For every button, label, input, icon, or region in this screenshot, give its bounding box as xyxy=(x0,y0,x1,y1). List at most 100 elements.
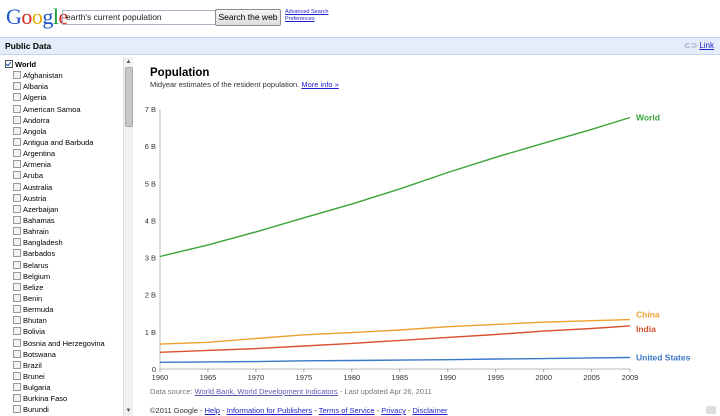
list-item-label: Burkina Faso xyxy=(23,394,68,404)
more-info-link[interactable]: More info » xyxy=(301,80,339,89)
checkbox[interactable] xyxy=(13,260,21,269)
checkbox[interactable] xyxy=(13,271,21,280)
list-item-label: Argentina xyxy=(23,149,56,159)
checkbox[interactable] xyxy=(13,204,21,213)
preferences-link[interactable]: Preferences xyxy=(285,16,315,22)
footer-link-help[interactable]: Help xyxy=(204,406,221,415)
checkbox[interactable] xyxy=(13,383,21,392)
list-item-country[interactable]: Bhutan xyxy=(5,315,105,326)
list-item-country[interactable]: Argentina xyxy=(5,148,105,159)
footer-copyright: ©2011 Google - xyxy=(150,406,203,415)
scroll-down-icon[interactable]: ▼ xyxy=(125,408,132,414)
google-logo[interactable]: Google xyxy=(6,4,68,30)
list-item-country[interactable]: Burundi xyxy=(5,404,105,415)
series-label[interactable]: India xyxy=(636,324,656,334)
checkbox[interactable] xyxy=(13,182,21,191)
logo-letter: o xyxy=(31,4,43,29)
checkbox[interactable] xyxy=(13,149,21,158)
footer-link-disclaimer[interactable]: Disclaimer xyxy=(412,406,448,415)
list-item-country[interactable]: Bangladesh xyxy=(5,237,105,248)
checkbox[interactable] xyxy=(13,282,21,291)
x-tick-label: 1995 xyxy=(487,373,504,382)
list-item-country[interactable]: American Samoa xyxy=(5,104,105,115)
list-item-country[interactable]: Bosnia and Herzegovina xyxy=(5,338,105,349)
link-control[interactable]: ⊂⊃ Link xyxy=(684,41,714,50)
list-item-country[interactable]: Andorra xyxy=(5,115,105,126)
list-item-country[interactable]: Bolivia xyxy=(5,326,105,337)
footer-link-privacy[interactable]: Privacy xyxy=(381,406,406,415)
series-line-india[interactable] xyxy=(159,325,631,353)
list-item-country[interactable]: Algeria xyxy=(5,92,105,103)
checkbox[interactable] xyxy=(13,227,21,236)
list-item-country[interactable]: Austria xyxy=(5,193,105,204)
checkbox[interactable] xyxy=(13,104,21,113)
list-item-country[interactable]: Belgium xyxy=(5,271,105,282)
list-item-country[interactable]: Brunei xyxy=(5,371,105,382)
logo-letter: e xyxy=(58,4,69,29)
source-link[interactable]: World Bank, World Development Indicators xyxy=(194,387,338,396)
checkbox[interactable] xyxy=(13,137,21,146)
link-link[interactable]: Link xyxy=(699,41,714,50)
list-item-label: Bahrain xyxy=(23,227,49,237)
checkbox[interactable] xyxy=(13,71,21,80)
scroll-thumb[interactable] xyxy=(125,67,133,127)
x-tick-label: 1965 xyxy=(200,373,217,382)
list-item-country[interactable]: Azerbaijan xyxy=(5,204,105,215)
list-item-country[interactable]: Burkina Faso xyxy=(5,393,105,404)
list-item-country[interactable]: Belize xyxy=(5,282,105,293)
footer-link-terms[interactable]: Terms of Service xyxy=(318,406,375,415)
checkbox[interactable] xyxy=(13,394,21,403)
checkbox[interactable] xyxy=(13,338,21,347)
checkbox[interactable] xyxy=(13,327,21,336)
scroll-up-icon[interactable]: ▲ xyxy=(125,59,132,65)
checkbox[interactable] xyxy=(13,160,21,169)
list-item-country[interactable]: Barbados xyxy=(5,248,105,259)
checkbox[interactable] xyxy=(13,126,21,135)
series-label[interactable]: United States xyxy=(636,352,691,362)
search-button[interactable]: Search the web xyxy=(215,9,281,26)
checkbox[interactable] xyxy=(13,249,21,258)
checkbox[interactable] xyxy=(13,293,21,302)
checkbox[interactable] xyxy=(13,115,21,124)
advanced-search-link[interactable]: Advanced Search xyxy=(285,9,329,15)
checkbox[interactable] xyxy=(13,371,21,380)
list-item-country[interactable]: Brazil xyxy=(5,360,105,371)
checkbox[interactable] xyxy=(13,215,21,224)
sidebar-scrollbar[interactable]: ▲ ▼ xyxy=(123,57,133,416)
checkbox[interactable] xyxy=(13,93,21,102)
list-item-country[interactable]: Albania xyxy=(5,81,105,92)
checkbox[interactable] xyxy=(13,405,21,414)
list-item-country[interactable]: Aruba xyxy=(5,170,105,181)
list-item-country[interactable]: Botswana xyxy=(5,349,105,360)
checkbox[interactable] xyxy=(5,60,13,68)
series-line-world[interactable] xyxy=(159,116,631,258)
checkbox[interactable] xyxy=(13,171,21,180)
list-item-country[interactable]: Armenia xyxy=(5,159,105,170)
list-item-country[interactable]: Belarus xyxy=(5,260,105,271)
list-item-country[interactable]: Afghanistan xyxy=(5,70,105,81)
population-line-chart[interactable]: 0 1 B 2 B 3 B 4 B 5 B 6 B 7 B 1960 1965 1970 1975 19… xyxy=(140,95,700,385)
series-line-china[interactable] xyxy=(159,318,631,345)
checkbox[interactable] xyxy=(13,82,21,91)
list-item-label: Bosnia and Herzegovina xyxy=(23,338,105,348)
list-item-country[interactable]: Bermuda xyxy=(5,304,105,315)
checkbox[interactable] xyxy=(13,305,21,314)
footer-link-publishers[interactable]: Information for Publishers xyxy=(226,406,313,415)
checkbox[interactable] xyxy=(13,238,21,247)
checkbox[interactable] xyxy=(13,316,21,325)
list-item-country[interactable]: Bahamas xyxy=(5,215,105,226)
list-item-country[interactable]: Benin xyxy=(5,293,105,304)
list-item-world[interactable]: World xyxy=(5,59,105,70)
list-item-country[interactable]: Bulgaria xyxy=(5,382,105,393)
list-item-country[interactable]: Australia xyxy=(5,182,105,193)
search-input[interactable]: earth's current population xyxy=(62,10,218,25)
series-label[interactable]: World xyxy=(636,113,660,123)
list-item-country[interactable]: Angola xyxy=(5,126,105,137)
checkbox[interactable] xyxy=(13,349,21,358)
list-item-country[interactable]: Antigua and Barbuda xyxy=(5,137,105,148)
series-line-united-states[interactable] xyxy=(159,356,631,363)
list-item-country[interactable]: Bahrain xyxy=(5,226,105,237)
checkbox[interactable] xyxy=(13,193,21,202)
series-label[interactable]: China xyxy=(636,310,660,320)
checkbox[interactable] xyxy=(13,360,21,369)
